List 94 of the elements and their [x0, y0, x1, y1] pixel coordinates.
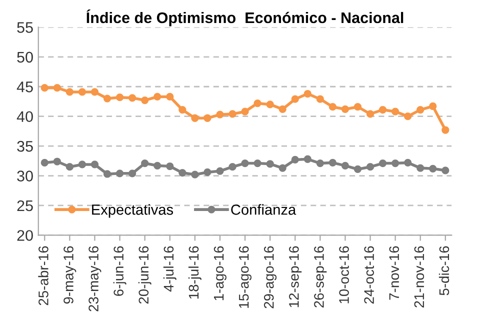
x-tick-label: 21-nov-16 [414, 246, 424, 308]
point [304, 90, 312, 98]
point [103, 170, 112, 178]
x-tick-label: 23-may-16 [88, 246, 102, 312]
y-tick-label: 50 [17, 52, 33, 63]
x-tick-label: 20-jun-16 [138, 246, 152, 304]
x-tick-label: 7-nov-16 [389, 246, 400, 300]
point [328, 103, 336, 111]
x-tick-label: 4-jul-16 [163, 246, 176, 292]
point [354, 103, 362, 111]
point [241, 108, 249, 116]
point [416, 164, 424, 172]
point [178, 106, 186, 114]
point [128, 170, 136, 178]
point [116, 170, 124, 178]
x-tick-label: 25-abr-16 [38, 246, 48, 306]
x-tick-label: 15-ago-16 [238, 246, 252, 308]
point [66, 163, 74, 171]
x-tick-label: 29-ago-16 [264, 246, 277, 308]
point [328, 158, 336, 167]
point [278, 164, 286, 172]
y-tick-label: 55 [17, 22, 33, 33]
point [341, 162, 350, 170]
point [228, 110, 236, 118]
point [391, 108, 400, 116]
point [40, 84, 48, 92]
x-tick-label: 18-jul-16 [188, 246, 202, 299]
point [291, 156, 299, 164]
y-tick-label: 45 [16, 82, 33, 92]
x-tick-label: 26-sep-16 [314, 246, 327, 308]
point [316, 95, 324, 103]
point [204, 168, 212, 176]
point [116, 94, 124, 102]
point [103, 94, 112, 102]
point [404, 158, 412, 167]
legend-label: Expectativas [92, 204, 174, 218]
point [178, 168, 186, 177]
y-tick-label: 25 [17, 200, 33, 212]
point [78, 88, 86, 96]
x-tick-label: 9-may-16 [64, 246, 76, 304]
point [154, 92, 162, 101]
point [316, 159, 324, 168]
point [128, 94, 136, 102]
point [291, 95, 299, 103]
point [216, 167, 224, 175]
point [40, 158, 48, 167]
point [66, 88, 74, 96]
x-tick-label: 12-sep-16 [289, 246, 302, 308]
point [304, 155, 312, 163]
point [442, 126, 450, 134]
point [354, 165, 362, 174]
point [154, 162, 162, 170]
point [191, 114, 199, 122]
point [204, 114, 212, 122]
point [228, 163, 236, 171]
point [216, 110, 224, 118]
point [141, 159, 149, 168]
x-tick-label: 6-jun-16 [113, 246, 126, 296]
point [341, 105, 350, 114]
y-tick-label: 40 [16, 111, 33, 122]
point [254, 159, 262, 168]
point [53, 84, 61, 92]
point [78, 160, 86, 168]
point [391, 159, 400, 168]
x-tick-label: 1-ago-16 [214, 246, 226, 300]
chart-title: Índice de Optimismo Económico - Nacional [86, 9, 404, 26]
point [90, 160, 99, 168]
point [241, 159, 249, 168]
point [191, 170, 199, 178]
point [429, 164, 437, 172]
point [266, 100, 274, 108]
point [166, 162, 174, 170]
x-tick-label: 10-oct-16 [339, 246, 349, 304]
point [166, 92, 174, 101]
x-tick-label: 24-oct-16 [364, 246, 374, 304]
point [429, 102, 437, 110]
y-tick-label: 35 [17, 140, 33, 152]
point [366, 110, 374, 118]
point [416, 106, 424, 114]
point [53, 158, 61, 166]
point [378, 159, 387, 168]
point [366, 163, 374, 171]
legend-label: Confianza [231, 204, 296, 215]
y-tick-label: 30 [17, 170, 33, 182]
point [442, 166, 450, 174]
point [141, 96, 149, 104]
x-tick-label: 5-dic-16 [438, 246, 450, 296]
point [378, 106, 387, 114]
point [278, 105, 286, 114]
point [266, 160, 274, 168]
point [404, 112, 412, 120]
point [90, 88, 99, 96]
point [254, 99, 262, 108]
y-tick-label: 20 [17, 230, 33, 241]
